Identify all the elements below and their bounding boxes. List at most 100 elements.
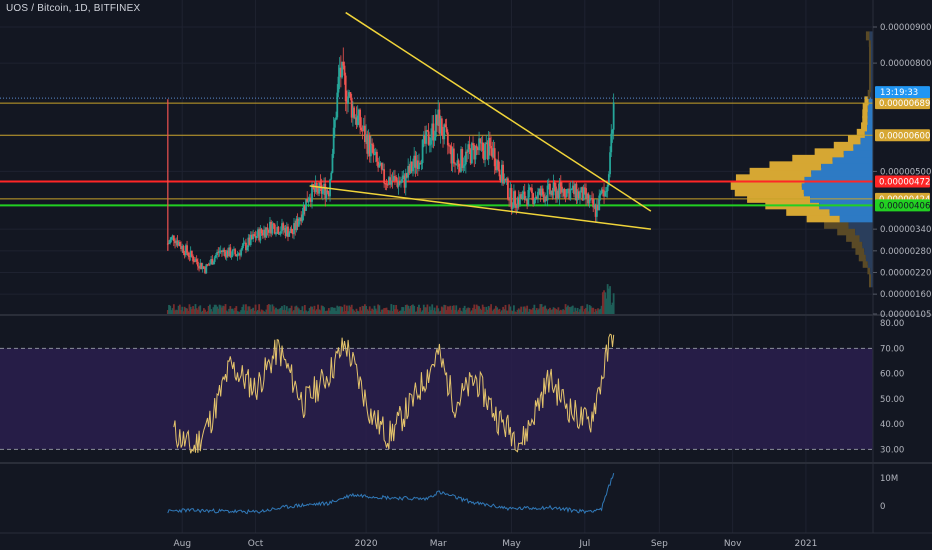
volume-bar [505,310,508,314]
volume-bar [223,306,226,314]
vp-bar-up [869,83,871,93]
candle-body [416,160,419,170]
candle-body [570,188,573,190]
volume-bar [248,306,251,314]
candle-body [556,190,559,199]
volume-bar [218,304,221,314]
candle-body [409,161,412,173]
candle-body [558,181,561,198]
candle-body [601,189,604,191]
volume-bar [588,305,591,314]
volume-bar [397,311,400,314]
candle-body [317,188,319,194]
candle-body [362,125,365,131]
candle-body [360,127,363,130]
candle-body [496,160,498,171]
trendlines[interactable] [309,11,652,230]
candle-body [569,189,572,200]
volume-bar [539,304,542,314]
volume-bar [308,308,311,314]
candle-body [604,191,607,197]
candle-body [321,189,324,194]
candle-body [376,151,378,162]
volume-bar [408,308,411,314]
vp-bar-down [871,278,873,288]
candle-body [490,145,492,149]
volume-bar [329,310,331,314]
volume-bar [319,310,322,314]
volume-bar [410,305,413,314]
candle-body [295,218,298,231]
candle-body [427,131,430,145]
volume-bar [240,310,243,314]
vp-bar-up [868,37,871,47]
vp-bar-down [867,115,873,125]
volume-bar [184,308,187,314]
volume-bar [494,305,497,314]
vp-bar-down [865,252,873,262]
candle-body [302,204,305,215]
volume-bar [281,306,283,314]
volume-bar [580,306,583,314]
candle-body [253,234,256,236]
volume-bar [439,310,442,314]
price-badge [875,97,930,110]
volume-bar [556,309,559,314]
vp-bar-down [867,258,873,268]
volume-bar [391,311,394,314]
volume-bar [241,306,244,314]
volume-bar [543,306,545,314]
volume-bar [454,310,456,314]
candle-body [308,197,311,202]
candle-body [306,198,309,203]
volume-bar [284,310,287,314]
volume-bar [607,288,610,314]
volume-bar [502,306,505,314]
volume-bar [419,307,422,314]
candle-body [389,177,392,185]
vp-bar-up [851,239,863,249]
candle-body [330,172,333,180]
vp-bar-up [862,109,868,119]
time-axis[interactable]: Aug Oct 2020 Mar May Jul Sep Nov 2021 [173,539,817,549]
candle-body [532,193,535,204]
candle-body [337,76,340,93]
candle-body [516,197,519,208]
volume-bar [574,307,577,314]
volume-bar [409,305,412,314]
volume-bar [178,304,181,314]
pane-separators [0,0,932,534]
candle-body [395,177,398,181]
candle-body [326,190,329,193]
candle-body [252,234,255,240]
volume-bar [271,304,274,314]
candle-body [606,184,609,192]
vp-bar-down [843,148,873,158]
candle-body [214,255,217,258]
vp-bar-down [811,167,873,177]
volume-bar [591,307,593,314]
volume-bar [336,305,339,314]
time-tick-label: May [502,539,521,549]
price-axis[interactable]: 0.00000900 0.00000800 0.00000689 0.00000600… [873,23,931,512]
candle-body [485,142,488,144]
candle-body [546,185,549,201]
volume-bar [523,306,526,314]
price-tick-label: 0.00000500 [880,167,931,177]
volume-bar [490,304,492,314]
volume-bar [488,307,491,314]
candle-body [276,226,279,234]
volume-bar [169,305,172,314]
volume-bar [449,305,452,314]
volume-bar [302,311,305,314]
volume-bar [314,310,317,314]
candle-body [586,193,589,199]
volume-bar [282,309,285,314]
candle-body [307,201,310,203]
candle-body [374,151,377,155]
volume-bar [444,305,447,314]
candle-body [610,133,613,153]
vp-bar-up [837,226,856,236]
volume-bar [534,310,537,314]
